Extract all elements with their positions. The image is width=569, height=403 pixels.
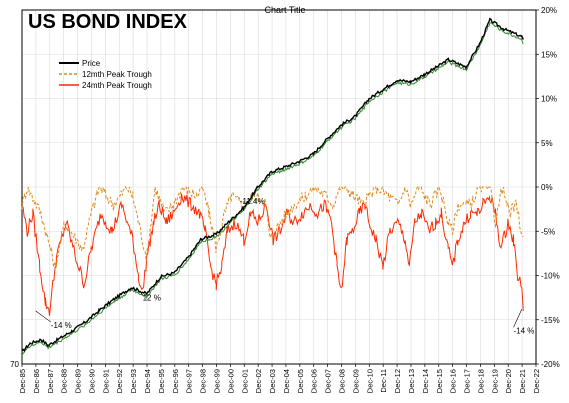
x-tick-label: Dec-88 [60, 369, 69, 393]
x-tick-label: Dec-11 [379, 369, 388, 393]
x-tick-label: Dec-87 [46, 369, 55, 393]
x-tick-label: Dec-12 [393, 369, 402, 393]
x-tick-label: Dec-18 [476, 369, 485, 393]
series-layer [21, 17, 524, 356]
x-tick-label: Dec-20 [504, 369, 513, 393]
x-tick-label: Dec-14 [421, 369, 430, 393]
x-tick-label: Dec-13 [407, 369, 416, 393]
x-tick-label: Dec-99 [212, 369, 221, 393]
annotation-label: -14 % [51, 321, 72, 330]
series-12mth-peak-trough-line [21, 185, 524, 268]
x-axis-ticks: Dec-85 Dec-86 Dec-87 Dec-88 Dec-89 Dec-90 Dec-… [18, 364, 541, 393]
x-tick-label: Dec-08 [338, 369, 347, 393]
right-axis-tick-label: 20% [541, 6, 557, 15]
x-tick-label: Dec-06 [310, 369, 319, 393]
x-tick-label: Dec-19 [490, 369, 499, 393]
x-tick-label: Dec-93 [129, 369, 138, 393]
x-tick-label: Dec-98 [199, 369, 208, 393]
x-tick-label: Dec-09 [351, 369, 360, 393]
right-axis-tick-label: 15% [541, 50, 557, 59]
x-tick-label: Dec-21 [518, 369, 527, 393]
x-tick-label: Dec-07 [324, 369, 333, 393]
x-tick-label: Dec-05 [296, 369, 305, 393]
annotation-label: 12 % [143, 294, 161, 303]
x-tick-label: Dec-22 [532, 369, 541, 393]
x-tick-label: Dec-86 [32, 369, 41, 393]
left-axis-ticks: 70 [10, 360, 19, 369]
x-tick-label: Dec-10 [365, 369, 374, 393]
annotation-label: -14 % [513, 326, 534, 335]
x-tick-label: Dec-15 [435, 369, 444, 393]
legend: Price 12mth Peak Trough 24mth Peak Troug… [59, 59, 152, 90]
x-tick-label: Dec-97 [185, 369, 194, 393]
series-24mth-peak-trough-line [21, 193, 524, 316]
chart-subtitle: Chart Title [264, 5, 305, 15]
x-tick-label: Dec-90 [87, 369, 96, 393]
right-axis-tick-label: -10% [541, 272, 560, 281]
legend-label-12mth: 12mth Peak Trough [82, 70, 152, 79]
right-axis-tick-label: -5% [541, 227, 555, 236]
annotation-label: -11.4% [240, 197, 265, 206]
grid-lines [21, 9, 537, 365]
x-tick-label: Dec-02 [254, 369, 263, 393]
legend-label-price: Price [82, 59, 101, 68]
x-tick-label: Dec-01 [240, 369, 249, 393]
x-tick-label: Dec-89 [74, 369, 83, 393]
right-axis-tick-label: 5% [541, 139, 553, 148]
annotation-leader-line [35, 310, 52, 323]
x-tick-label: Dec-91 [101, 369, 110, 393]
right-axis-tick-label: -15% [541, 316, 560, 325]
right-axis-tick-label: 0% [541, 183, 553, 192]
right-axis-tick-label: 10% [541, 95, 557, 104]
annotation-leader-line [513, 309, 523, 328]
right-axis-tick-label: -20% [541, 360, 560, 369]
chart-title: US BOND INDEX [28, 11, 188, 33]
x-tick-label: Dec-17 [463, 369, 472, 393]
annotation-leader-line [140, 292, 143, 295]
x-tick-label: Dec-00 [226, 369, 235, 393]
x-tick-label: Dec-04 [282, 369, 291, 393]
x-tick-label: Dec-96 [171, 369, 180, 393]
series-price-line [21, 17, 524, 352]
x-tick-label: Dec-16 [449, 369, 458, 393]
left-axis-tick-label: 70 [10, 360, 19, 369]
legend-label-24mth: 24mth Peak Trough [82, 81, 152, 90]
x-tick-label: Dec-03 [268, 369, 277, 393]
x-tick-label: Dec-94 [143, 369, 152, 393]
x-tick-label: Dec-95 [157, 369, 166, 393]
x-tick-label: Dec-92 [115, 369, 124, 393]
x-tick-label: Dec-85 [18, 369, 27, 393]
annotation-leader-line [238, 197, 240, 199]
annotation-layer: -14 % 12 % -11.4% -14 % [35, 197, 534, 335]
right-axis-ticks: 20% 15% 10% 5% 0% -5% -10% -15% -20% [536, 6, 560, 369]
